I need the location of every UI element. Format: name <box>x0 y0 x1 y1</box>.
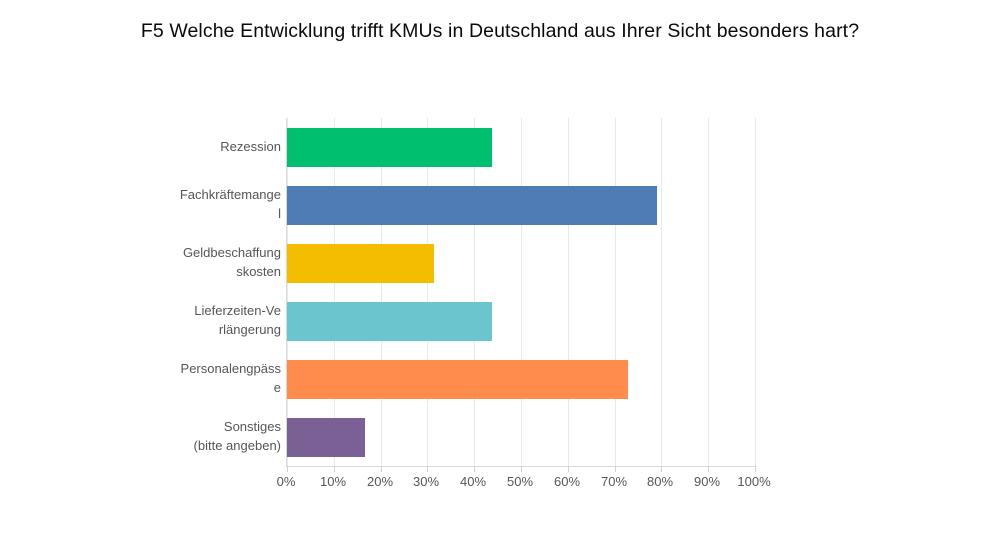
tick-mark <box>661 466 662 472</box>
tick-mark <box>568 466 569 472</box>
x-tick-label: 100% <box>737 474 771 489</box>
tick-mark <box>287 466 288 472</box>
category-label: Personalengpäss e <box>180 361 281 395</box>
category-label: Fachkräftemange l <box>179 187 281 221</box>
category-label: Rezession <box>220 138 281 154</box>
category-label: Lieferzeiten-Ve rlängerung <box>194 303 281 337</box>
gridline <box>521 118 522 466</box>
tick-mark <box>427 466 428 472</box>
x-tick-label: 30% <box>412 474 440 489</box>
gridline <box>334 118 335 466</box>
x-tick-label: 20% <box>366 474 394 489</box>
tick-mark <box>474 466 475 472</box>
gridline <box>661 118 662 466</box>
bar-personalengp-sse <box>287 359 629 399</box>
x-tick-label: 60% <box>553 474 581 489</box>
x-tick-label: 90% <box>693 474 721 489</box>
x-tick-label: 80% <box>646 474 674 489</box>
bar-fachkr-ftemangel <box>287 185 658 225</box>
gridline <box>568 118 569 466</box>
gridline <box>615 118 616 466</box>
gridline <box>381 118 382 466</box>
gridline <box>474 118 475 466</box>
tick-mark <box>521 466 522 472</box>
gridline <box>708 118 709 466</box>
x-tick-label: 10% <box>319 474 347 489</box>
gridline <box>755 118 756 466</box>
x-axis-tick-labels: 0% 10% 20% 30% 40% 50% 60% 70% 80% 90% 100% <box>277 474 771 494</box>
bar-sonstiges-bitte-angeben- <box>287 417 366 457</box>
bar-lieferzeiten-verl-ngerung <box>287 301 492 341</box>
gridline <box>427 118 428 466</box>
category-label: Sonstiges (bitte angeben) <box>193 419 281 453</box>
x-tick-label: 50% <box>506 474 534 489</box>
gridline <box>287 118 288 466</box>
plot-area <box>286 118 756 472</box>
tick-mark <box>708 466 709 472</box>
bar-rezession <box>287 127 492 167</box>
category-labels: Rezession Fachkräftemange l Geldbeschaffun… <box>150 118 281 466</box>
x-tick-label: 0% <box>276 474 296 489</box>
chart-title: F5 Welche Entwicklung trifft KMUs in Deu… <box>140 20 860 42</box>
bar-geldbeschaffungskosten <box>287 243 434 283</box>
tick-mark <box>755 466 756 472</box>
tick-mark <box>615 466 616 472</box>
x-tick-label: 40% <box>459 474 487 489</box>
tick-mark <box>334 466 335 472</box>
tick-mark <box>381 466 382 472</box>
x-tick-label: 70% <box>600 474 628 489</box>
category-label: Geldbeschaffung skosten <box>182 245 281 279</box>
